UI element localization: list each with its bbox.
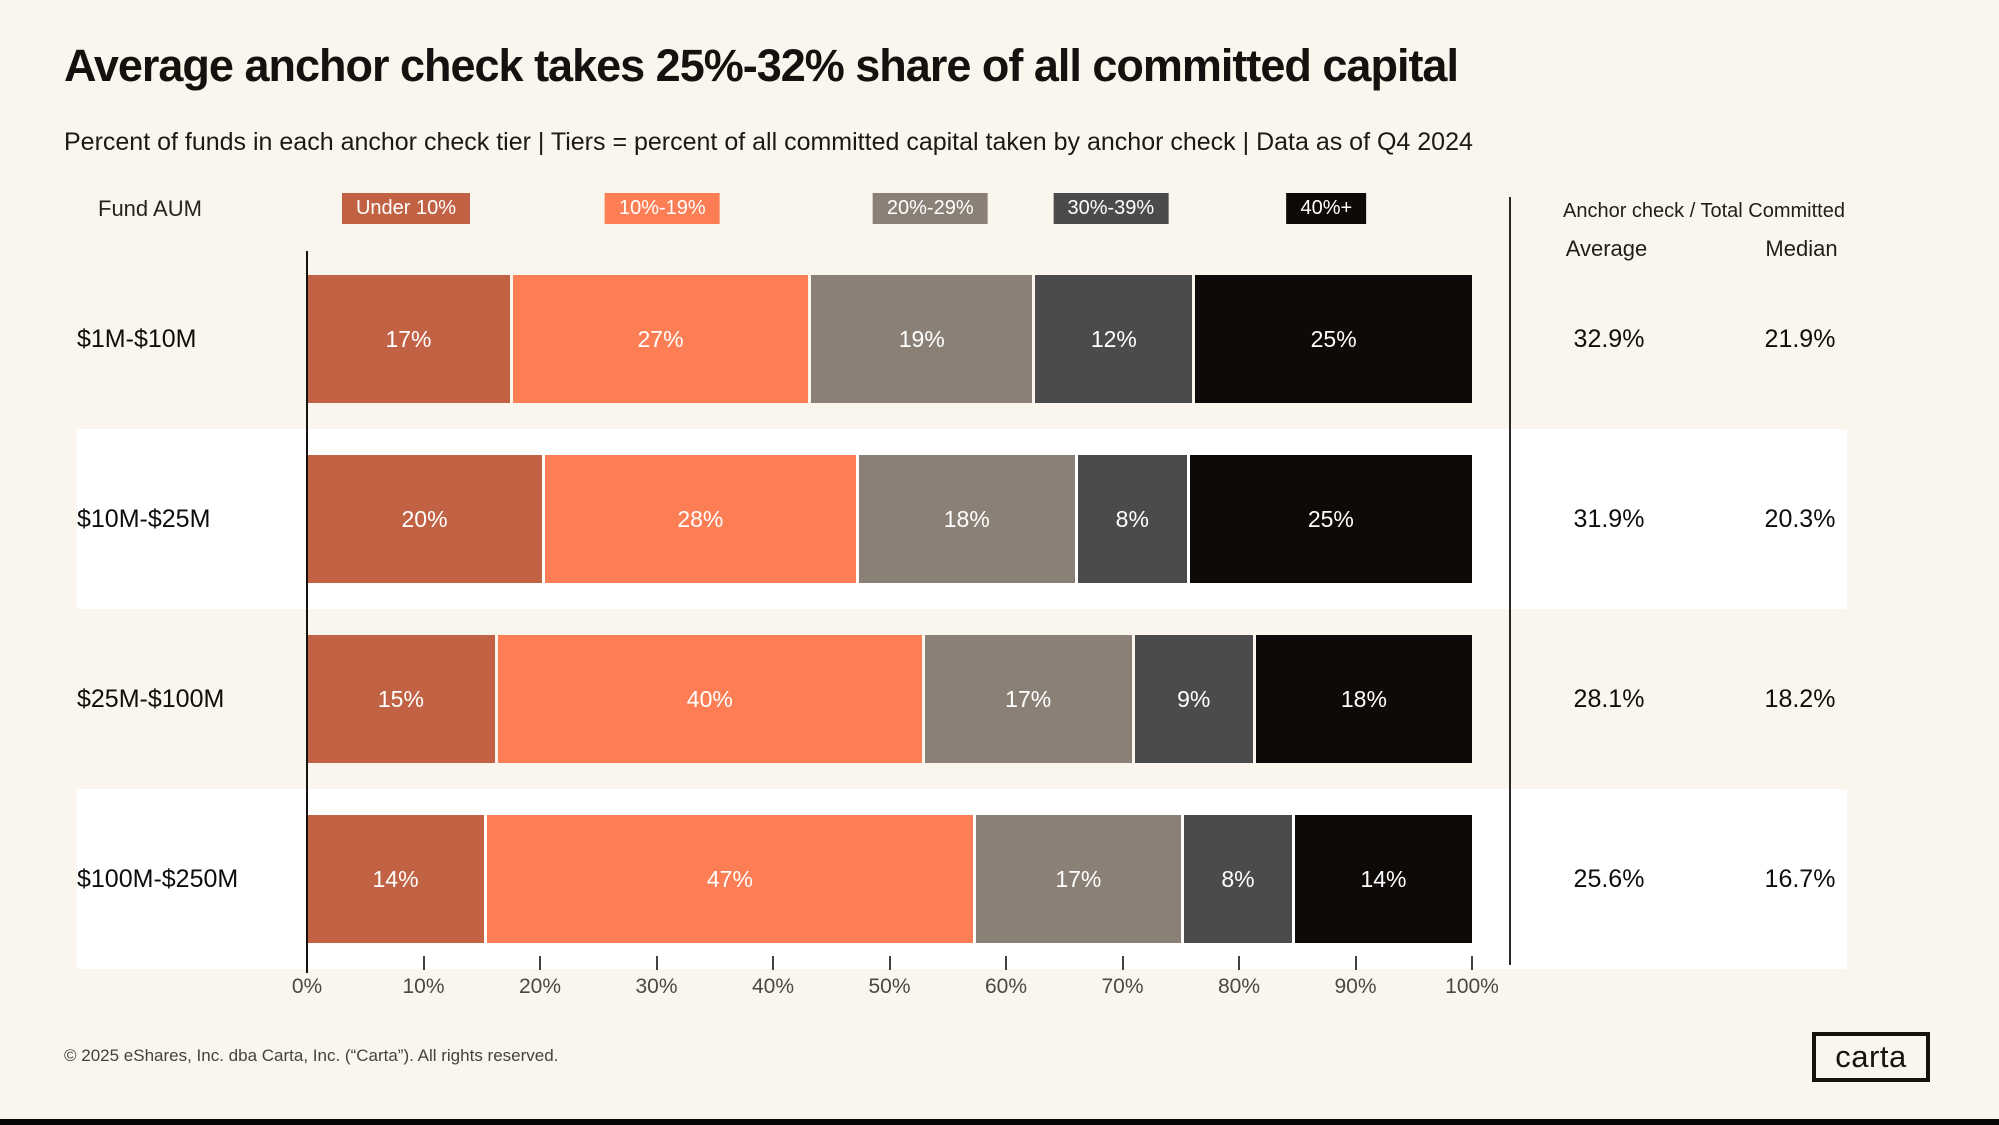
median-value: 18.2% xyxy=(1764,684,1836,713)
bar-segment: 19% xyxy=(811,275,1033,403)
chart-title: Average anchor check takes 25%-32% share… xyxy=(64,40,1459,91)
bar-segment: 9% xyxy=(1134,635,1253,763)
legend-badge: 30%-39% xyxy=(1053,193,1169,224)
bar-segment: 18% xyxy=(1255,635,1472,763)
axis-tick-label: 100% xyxy=(1445,975,1499,998)
row-label: $25M-$100M xyxy=(77,684,225,713)
median-value: 21.9% xyxy=(1764,324,1836,353)
tier-legend: Under 10% 10%-19% 20%-29% 30%-39% 40%+ xyxy=(307,193,1472,224)
axis-tick-label: 20% xyxy=(518,975,562,998)
stacked-bar: 17% 27% 19% 12% 25% xyxy=(307,275,1472,403)
table-divider-line xyxy=(1509,197,1511,965)
median-column-head: Median xyxy=(1765,236,1838,261)
bar-segment: 17% xyxy=(975,815,1181,943)
x-axis: 0% 10% 20% 30% 40% 50% 60% 70% 80% 90% 100% xyxy=(292,956,1499,1011)
median-value: 16.7% xyxy=(1764,864,1836,893)
axis-tick xyxy=(888,956,891,970)
axis-tick xyxy=(1354,956,1357,970)
average-value: 31.9% xyxy=(1573,504,1645,533)
right-table-column-heads: Average Median xyxy=(1509,236,1899,262)
axis-tick-label: 70% xyxy=(1101,975,1144,998)
axis-tick xyxy=(1238,956,1240,970)
fund-aum-axis-label: Fund AUM xyxy=(98,195,202,221)
legend-badge: 20%-29% xyxy=(872,193,988,224)
bar-segment: 15% xyxy=(307,635,495,763)
legend-badge: Under 10% xyxy=(341,193,471,224)
row-label: $10M-$25M xyxy=(77,504,211,533)
bar-segment: 17% xyxy=(924,635,1132,763)
copyright-text: © 2025 eShares, Inc. dba Carta, Inc. (“C… xyxy=(64,1046,559,1065)
row-label: $1M-$10M xyxy=(77,324,197,353)
bar-segment: 18% xyxy=(858,455,1075,583)
axis-tick-label: 40% xyxy=(751,975,795,998)
table-row: $1M-$10M 17% 27% 19% 12% 25% 32.9% 21.9% xyxy=(77,249,1847,429)
bar-segment: 8% xyxy=(1183,815,1292,943)
average-value: 25.6% xyxy=(1573,864,1645,893)
axis-tick-label: 80% xyxy=(1217,975,1261,998)
table-row: $25M-$100M 15% 40% 17% 9% 18% 28.1% 18.2% xyxy=(77,609,1847,789)
axis-tick-label: 50% xyxy=(868,975,911,998)
bar-segment: 28% xyxy=(545,455,856,583)
axis-tick xyxy=(772,956,774,970)
average-column-head: Average xyxy=(1565,236,1648,261)
axis-tick xyxy=(1471,956,1473,970)
carta-logo: carta xyxy=(1812,1032,1930,1082)
axis-tick-label: 60% xyxy=(984,975,1028,998)
legend-badge: 40%+ xyxy=(1286,193,1367,224)
bar-segment: 17% xyxy=(307,275,510,403)
average-value: 32.9% xyxy=(1573,324,1645,353)
axis-tick xyxy=(422,956,425,970)
bar-segment: 27% xyxy=(512,275,809,403)
right-table-header: Anchor check / Total Committed xyxy=(1563,200,1845,222)
bar-segment: 25% xyxy=(1189,455,1472,583)
axis-tick xyxy=(1121,956,1124,970)
table-row: $10M-$25M 20% 28% 18% 8% 25% 31.9% 20.3% xyxy=(77,429,1847,609)
bar-segment: 12% xyxy=(1035,275,1193,403)
bar-rows: $1M-$10M 17% 27% 19% 12% 25% 32.9% 21.9% $10M-$2… xyxy=(77,249,1847,969)
row-label: $100M-$250M xyxy=(77,864,239,893)
stacked-bar: 14% 47% 17% 8% 14% xyxy=(307,815,1473,943)
bottom-edge-strip xyxy=(0,1119,1999,1125)
axis-tick xyxy=(655,956,658,970)
stacked-bar: 20% 28% 18% 8% 25% xyxy=(307,455,1472,583)
axis-tick-label: 10% xyxy=(402,975,445,998)
table-row: $100M-$250M 14% 47% 17% 8% 14% 25.6% 16.7% xyxy=(77,789,1847,969)
axis-tick xyxy=(539,956,541,970)
axis-tick-label: 90% xyxy=(1334,975,1377,998)
chart-subtitle: Percent of funds in each anchor check ti… xyxy=(64,128,1473,156)
stacked-bar: 15% 40% 17% 9% 18% xyxy=(307,635,1472,763)
bar-segment: 14% xyxy=(1294,815,1473,943)
legend-badge: 10%-19% xyxy=(604,193,720,224)
bar-segment: 40% xyxy=(497,635,922,763)
axis-tick xyxy=(1005,956,1007,970)
bar-segment: 47% xyxy=(487,815,973,943)
average-value: 28.1% xyxy=(1573,684,1645,713)
bar-segment: 8% xyxy=(1077,455,1187,583)
bar-segment: 20% xyxy=(307,455,543,583)
axis-tick-label: 0% xyxy=(291,975,323,998)
bar-segment: 14% xyxy=(307,815,485,943)
median-value: 20.3% xyxy=(1764,504,1836,533)
bar-segment: 25% xyxy=(1195,275,1472,403)
zero-axis-line xyxy=(306,251,308,973)
axis-tick-label: 30% xyxy=(635,975,678,998)
